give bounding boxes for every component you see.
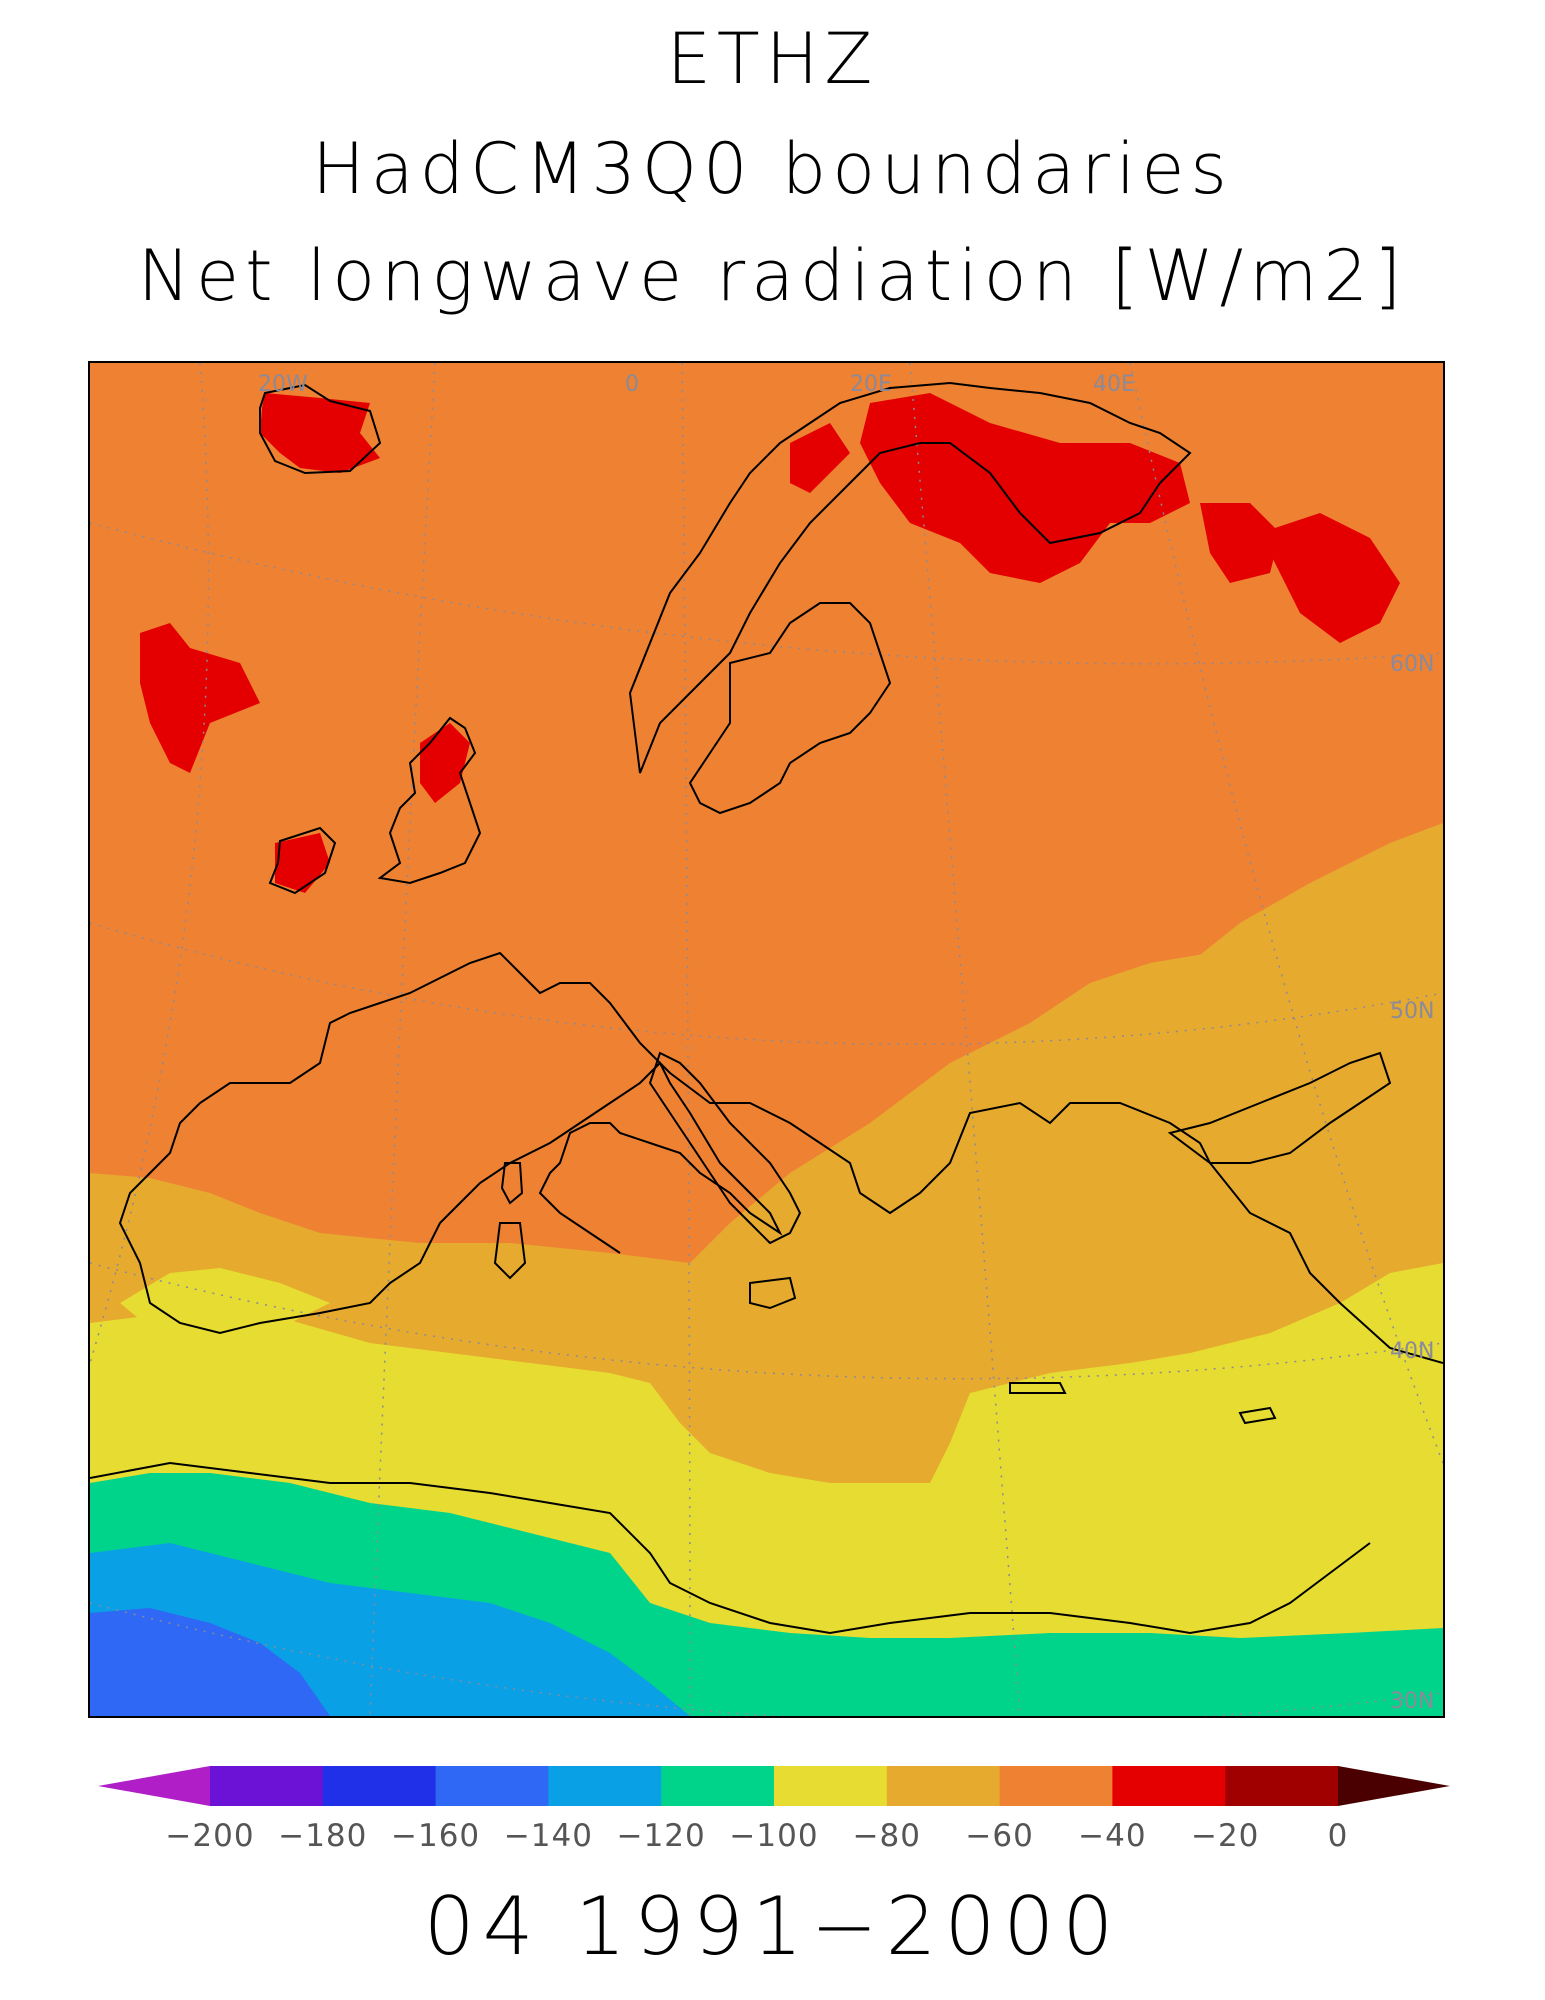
lat-label-50n: 50N xyxy=(1390,999,1434,1024)
colorbar-bin xyxy=(886,1766,1001,1806)
colorbar-bin xyxy=(999,1766,1113,1806)
lat-label-40n: 40N xyxy=(1390,1339,1434,1364)
europe-main-coast xyxy=(118,951,1443,1364)
crete-coast xyxy=(1009,1382,1067,1394)
lat-label-30n: 30N xyxy=(1390,1689,1434,1714)
graticule xyxy=(90,363,1443,1716)
baltic-coast xyxy=(688,602,892,815)
britain-coast xyxy=(377,716,482,885)
sardinia-coast xyxy=(493,1222,527,1280)
period-label: 04 1991−2000 xyxy=(423,1880,1122,1973)
field-red-norway xyxy=(790,423,850,493)
map-canvas: 20W 0 20E 40E 60N 50N 40N 30N xyxy=(90,363,1443,1716)
map-panel: 20W 0 20E 40E 60N 50N 40N 30N xyxy=(88,361,1445,1718)
cyprus-coast xyxy=(1238,1406,1277,1425)
field-yellow-iberia xyxy=(120,1268,330,1328)
field-red-greenland-fragment xyxy=(140,623,260,773)
colorbar-tick: −40 xyxy=(1078,1818,1147,1854)
colorbar-min-extend xyxy=(98,1766,210,1806)
colorbar-tick: −160 xyxy=(391,1818,481,1854)
italy-coast xyxy=(648,1051,802,1245)
field-blue-deep xyxy=(90,1608,330,1716)
sicily-coast xyxy=(749,1276,797,1310)
title-line-1: ETHZ xyxy=(666,18,879,100)
title-line-3: Net longwave radiation [W/m2] xyxy=(137,235,1408,317)
colorbar-tick: −100 xyxy=(729,1818,819,1854)
colorbar-bin xyxy=(210,1766,324,1806)
lon-label-0: 0 xyxy=(625,372,639,397)
black-sea-coast xyxy=(1167,1051,1392,1164)
field-red-kola xyxy=(1200,503,1280,583)
graticule-labels: 20W 0 20E 40E 60N 50N 40N 30N xyxy=(258,372,1434,1714)
colorbar-bin xyxy=(435,1766,549,1806)
corsica-coast xyxy=(500,1162,524,1205)
field-red-iceland xyxy=(260,393,380,473)
colorbar-tick: −140 xyxy=(503,1818,593,1854)
coastlines xyxy=(90,381,1443,1635)
colorbar-tick: −120 xyxy=(616,1818,706,1854)
colorbar-max-extend xyxy=(1338,1766,1450,1806)
iceland-coast xyxy=(259,383,382,475)
lat-label-60n: 60N xyxy=(1390,652,1434,677)
colorbar-bin xyxy=(774,1766,888,1806)
lon-label-20w: 20W xyxy=(258,372,308,397)
lon-label-20e: 20E xyxy=(850,372,892,397)
colorbar-tick: −20 xyxy=(1190,1818,1260,1854)
scandinavia-coast xyxy=(628,381,1192,774)
field-red-scandinavia xyxy=(860,393,1190,583)
colorbar-bin xyxy=(1225,1766,1339,1806)
colorbar-tick: −180 xyxy=(278,1818,368,1854)
colorbar-bin xyxy=(1112,1766,1226,1806)
colorbar xyxy=(98,1766,1450,1806)
colorbar-bin xyxy=(322,1766,437,1806)
north-africa-coast xyxy=(90,1461,1371,1635)
ireland-coast xyxy=(268,826,337,895)
field-red-britain xyxy=(420,723,470,803)
colorbar-tick: −60 xyxy=(965,1818,1034,1854)
field-light-orange-east xyxy=(1190,823,1443,1013)
field-red-russia-east xyxy=(1260,513,1400,643)
colorbar-tick: 0 xyxy=(1327,1818,1349,1854)
colorbar-bin xyxy=(661,1766,775,1806)
colorbar-bin xyxy=(548,1766,662,1806)
lon-label-40e: 40E xyxy=(1093,372,1135,397)
colorbar-tick: −80 xyxy=(852,1818,922,1854)
title-line-2: HadCM3Q0 boundaries xyxy=(312,128,1233,210)
colorbar-tick: −200 xyxy=(165,1818,255,1854)
